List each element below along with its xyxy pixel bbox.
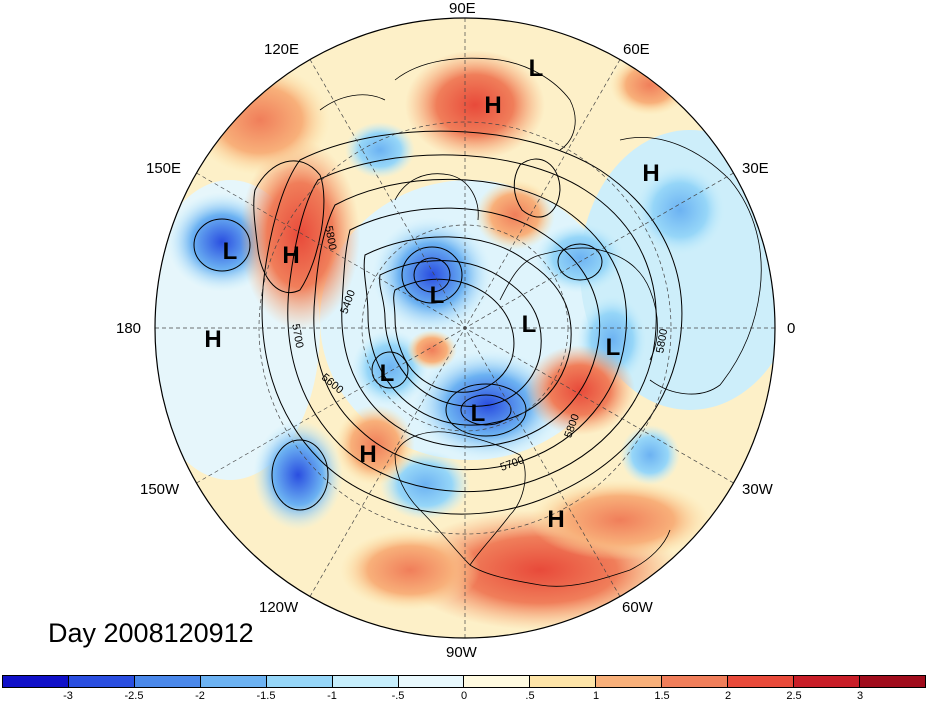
colorbar-swatch — [398, 676, 465, 687]
colorbar-swatch — [859, 676, 925, 687]
colorbar-tick-label: 3 — [856, 690, 864, 702]
high-pressure-marker: H — [359, 441, 377, 468]
graticule — [155, 18, 775, 638]
colorbar-swatch — [134, 676, 201, 687]
lon-label-90e: 90E — [449, 0, 476, 17]
colorbar-swatch — [3, 676, 69, 687]
colorbar-tick-label: 1 — [592, 690, 600, 702]
high-pressure-marker: H — [204, 326, 222, 353]
colorbar-swatch — [596, 676, 663, 687]
colorbar-swatch — [728, 676, 795, 687]
colorbar-tick-label: .5 — [525, 690, 535, 702]
colorbar-tick-label: 2 — [724, 690, 732, 702]
lon-label-0: 0 — [787, 320, 796, 337]
colorbar-tick-label: -2.5 — [124, 690, 144, 702]
colorbar-swatch — [332, 676, 399, 687]
colorbar-ticks: -3 -2.5 -2 -1.5 -1 -.5 0 .5 1 1.5 2 2.5 3 — [0, 690, 928, 702]
high-pressure-marker: H — [282, 242, 300, 269]
colorbar-swatch — [662, 676, 729, 687]
colorbar-swatch — [464, 676, 531, 687]
lon-label-150w: 150W — [140, 481, 180, 498]
low-pressure-marker: L — [222, 238, 238, 265]
lon-label-90w: 90W — [446, 644, 477, 661]
lon-label-120w: 120W — [259, 599, 299, 616]
high-pressure-marker: H — [547, 506, 565, 533]
low-pressure-marker: L — [605, 334, 621, 361]
colorbar — [2, 675, 926, 688]
low-pressure-marker: L — [470, 400, 486, 427]
colorbar-swatch — [266, 676, 333, 687]
colorbar-swatch — [68, 676, 135, 687]
colorbar-tick-label: -3 — [63, 690, 73, 702]
colorbar-tick-label: -2 — [195, 690, 205, 702]
date-title: Day 2008120912 — [48, 618, 254, 648]
colorbar-swatch — [794, 676, 860, 687]
low-pressure-marker: L — [521, 311, 537, 338]
anomaly-field — [155, 18, 775, 638]
map-boundary — [154, 17, 776, 639]
colorbar-swatch — [530, 676, 597, 687]
colorbar-tick-label: 1.5 — [654, 690, 670, 702]
lon-label-30e: 30E — [742, 160, 769, 177]
lon-label-180: 180 — [116, 320, 142, 337]
low-pressure-marker: L — [379, 360, 395, 387]
colorbar-tick-label: 0 — [460, 690, 468, 702]
lon-label-60e: 60E — [623, 41, 650, 58]
lon-label-150e: 150E — [146, 160, 182, 177]
lon-label-30w: 30W — [742, 481, 773, 498]
colorbar-tick-label: -1.5 — [256, 690, 276, 702]
colorbar-tick-label: -1 — [327, 690, 337, 702]
high-pressure-marker: H — [642, 160, 660, 187]
colorbar-tick-label: 2.5 — [786, 690, 802, 702]
colorbar-swatch — [200, 676, 267, 687]
low-pressure-marker: L — [528, 55, 544, 82]
lon-label-60w: 60W — [622, 599, 653, 616]
lon-label-120e: 120E — [264, 41, 300, 58]
low-pressure-marker: L — [429, 282, 445, 309]
high-pressure-marker: H — [484, 92, 502, 119]
colorbar-tick-label: -.5 — [391, 690, 405, 702]
